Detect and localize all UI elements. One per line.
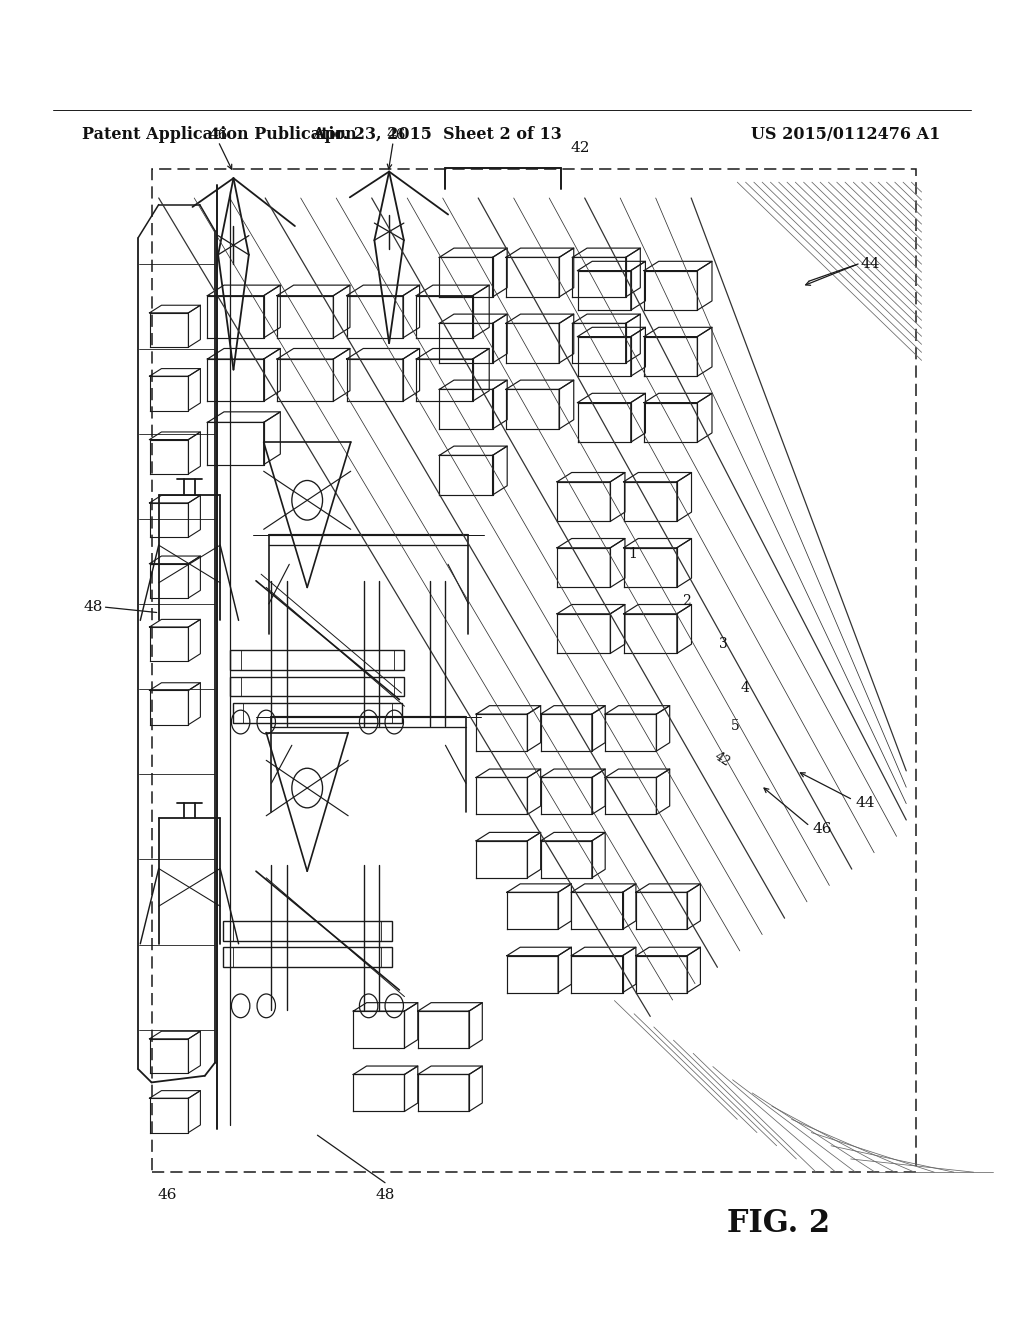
Text: 46: 46 bbox=[812, 822, 831, 836]
Text: 48: 48 bbox=[83, 601, 102, 614]
Text: 46: 46 bbox=[386, 128, 407, 141]
Text: 4: 4 bbox=[741, 681, 750, 694]
Bar bbox=[222, 921, 391, 940]
Text: US 2015/0112476 A1: US 2015/0112476 A1 bbox=[751, 125, 940, 143]
Text: 46: 46 bbox=[157, 1188, 177, 1203]
Text: 42: 42 bbox=[570, 141, 590, 154]
Text: 5: 5 bbox=[731, 719, 739, 733]
Text: Patent Application Publication: Patent Application Publication bbox=[82, 125, 356, 143]
Bar bbox=[232, 702, 401, 722]
Text: 44: 44 bbox=[855, 796, 874, 809]
Text: 42: 42 bbox=[712, 750, 732, 768]
Bar bbox=[222, 948, 391, 966]
Bar bbox=[152, 169, 916, 1172]
Text: 44: 44 bbox=[860, 257, 880, 271]
Text: 3: 3 bbox=[719, 638, 727, 651]
Text: 48: 48 bbox=[376, 1188, 394, 1203]
Bar bbox=[230, 676, 404, 697]
Text: FIG. 2: FIG. 2 bbox=[727, 1208, 829, 1239]
Text: 1: 1 bbox=[629, 548, 637, 561]
Text: 46: 46 bbox=[208, 128, 228, 141]
Bar bbox=[230, 651, 404, 671]
Text: 2: 2 bbox=[682, 594, 690, 607]
Text: Apr. 23, 2015  Sheet 2 of 13: Apr. 23, 2015 Sheet 2 of 13 bbox=[312, 125, 562, 143]
